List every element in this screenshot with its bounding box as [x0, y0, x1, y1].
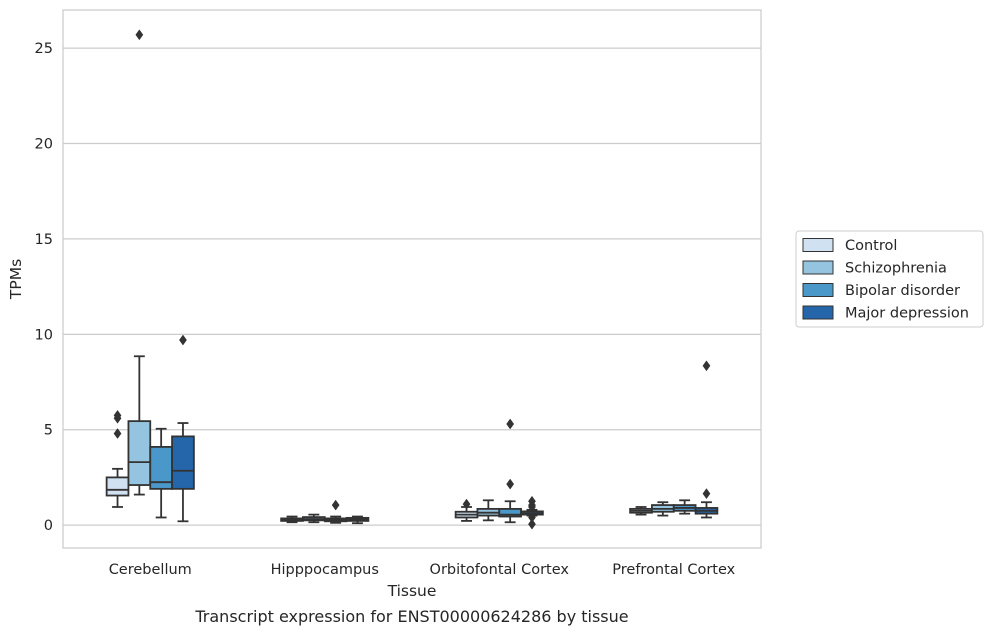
x-tick-labels: Cerebellum Hipppocampus Orbitofontal Corte… — [109, 562, 736, 578]
outlier-point — [702, 360, 711, 372]
legend-frame — [795, 230, 984, 328]
box — [127, 420, 152, 486]
x-tick-label: Prefrontal Cortex — [612, 562, 735, 578]
outlier-point — [331, 499, 340, 511]
grid-lines — [63, 47, 761, 526]
box-group — [694, 360, 719, 519]
box-group — [476, 499, 501, 522]
outlier-point — [702, 488, 711, 500]
outlier-point — [528, 512, 536, 523]
box-group — [629, 506, 653, 516]
y-tick-label: 10 — [35, 327, 53, 343]
y-tick-label: 5 — [44, 423, 53, 439]
outlier-point — [462, 498, 471, 510]
y-tick-label: 0 — [44, 518, 53, 534]
x-tick-label: Orbitofontal Cortex — [430, 562, 570, 578]
box — [171, 435, 195, 490]
box-group — [520, 495, 544, 530]
legend-label: Schizophrenia — [845, 261, 947, 277]
box-group — [105, 409, 130, 508]
plot-frame — [62, 9, 762, 549]
outlier-point — [528, 495, 536, 507]
legend-swatch — [802, 260, 834, 275]
boxes — [105, 29, 719, 530]
y-tick-labels: 0 5 10 15 20 25 — [35, 41, 53, 534]
x-tick-label: Hipppocampus — [271, 562, 379, 578]
outlier-point — [135, 29, 144, 41]
box — [105, 476, 130, 497]
x-tick-label: Cerebellum — [109, 562, 192, 578]
y-axis-label: TPMs — [7, 259, 25, 300]
legend-label: Major depression — [845, 306, 969, 322]
box-group — [127, 29, 152, 496]
outlier-point — [506, 418, 515, 430]
outlier-point — [506, 478, 515, 490]
legend: Control Schizophrenia Bipolar disorder Majo… — [795, 230, 984, 328]
outlier-point — [113, 409, 122, 421]
x-axis-label: Tissue — [387, 582, 437, 600]
outlier-point — [179, 334, 187, 346]
box-group — [498, 418, 522, 524]
legend-label: Bipolar disorder — [845, 283, 960, 299]
legend-swatch — [802, 238, 834, 252]
outlier-point — [113, 428, 122, 439]
legend-swatch — [802, 305, 834, 320]
box-group — [171, 334, 195, 523]
outlier-point — [528, 518, 536, 530]
legend-label: Control — [845, 238, 897, 254]
box-group — [323, 499, 348, 524]
box-group — [672, 499, 697, 515]
y-tick-label: 25 — [35, 41, 53, 57]
box-group — [149, 427, 173, 519]
chart-caption: Transcript expression for ENST0000062428… — [194, 607, 628, 626]
legend-swatch — [802, 283, 834, 297]
y-tick-label: 20 — [35, 137, 53, 153]
y-tick-label: 15 — [35, 232, 53, 248]
box-group — [280, 515, 304, 524]
box-group — [345, 515, 370, 525]
